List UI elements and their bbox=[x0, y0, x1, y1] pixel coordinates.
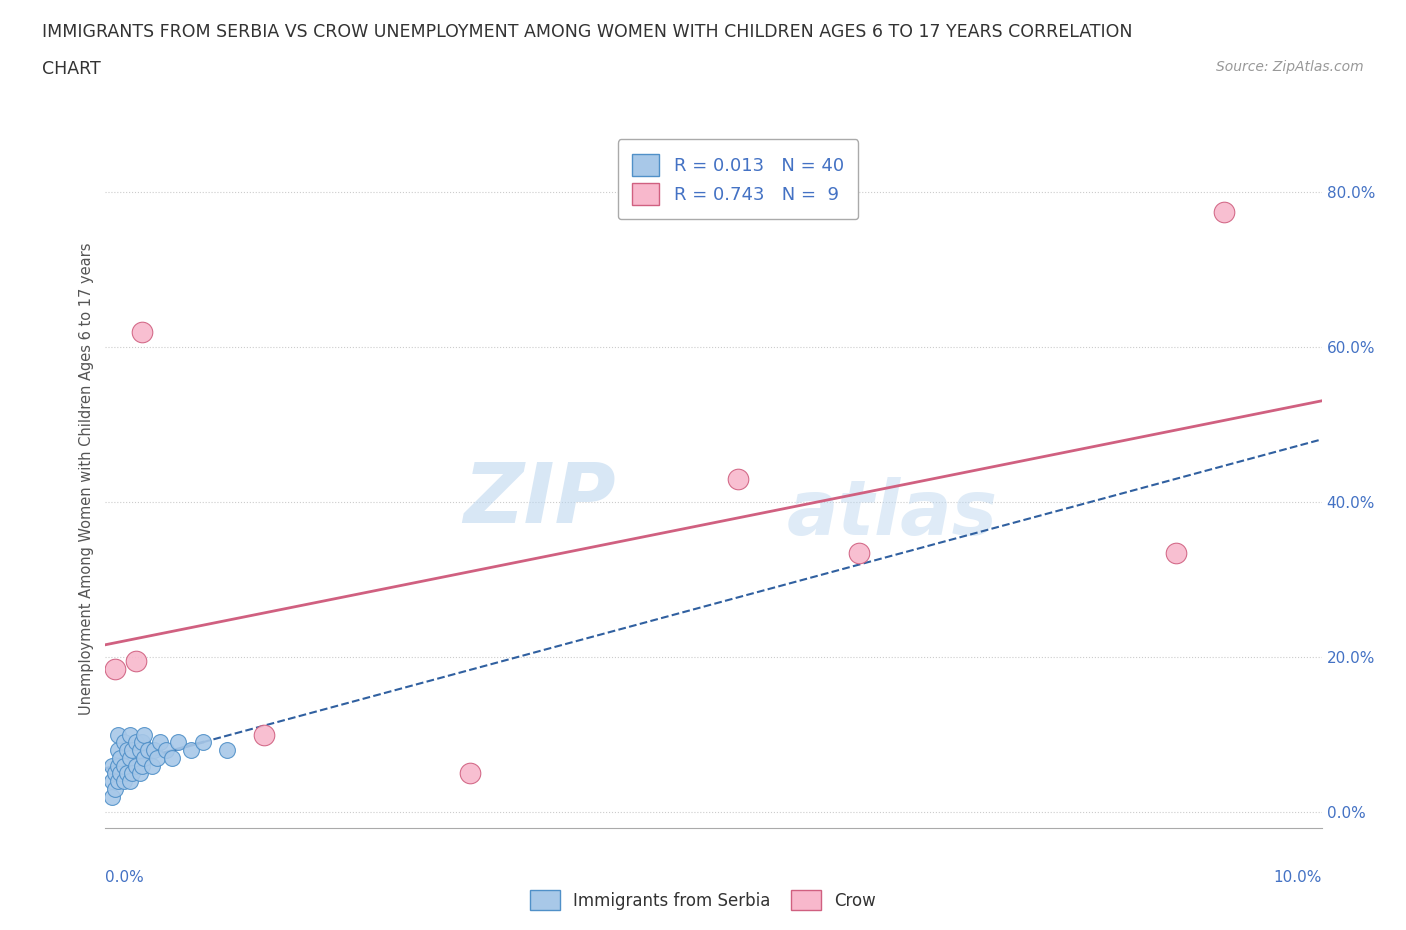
Point bbox=[104, 766, 127, 781]
Legend: R = 0.013   N = 40, R = 0.743   N =  9: R = 0.013 N = 40, R = 0.743 N = 9 bbox=[617, 140, 858, 219]
Point bbox=[143, 743, 166, 758]
Point bbox=[108, 751, 131, 765]
Point bbox=[149, 735, 172, 750]
Point bbox=[131, 758, 153, 773]
Text: ZIP: ZIP bbox=[464, 459, 616, 540]
Point bbox=[112, 758, 135, 773]
Point bbox=[118, 774, 141, 789]
Point bbox=[100, 790, 122, 804]
Point bbox=[104, 781, 127, 796]
Text: 10.0%: 10.0% bbox=[1274, 870, 1322, 884]
Text: atlas: atlas bbox=[786, 477, 998, 551]
Point bbox=[125, 758, 148, 773]
Legend: Immigrants from Serbia, Crow: Immigrants from Serbia, Crow bbox=[523, 884, 883, 917]
Point bbox=[155, 743, 177, 758]
Point bbox=[136, 743, 159, 758]
Point bbox=[131, 735, 153, 750]
Point bbox=[191, 735, 214, 750]
Point bbox=[112, 774, 135, 789]
Text: IMMIGRANTS FROM SERBIA VS CROW UNEMPLOYMENT AMONG WOMEN WITH CHILDREN AGES 6 TO : IMMIGRANTS FROM SERBIA VS CROW UNEMPLOYM… bbox=[42, 23, 1133, 41]
Y-axis label: Unemployment Among Women with Children Ages 6 to 17 years: Unemployment Among Women with Children A… bbox=[79, 243, 94, 715]
Point bbox=[108, 766, 131, 781]
Point bbox=[100, 758, 122, 773]
Point bbox=[112, 735, 135, 750]
Point bbox=[727, 472, 749, 486]
Point bbox=[134, 727, 156, 742]
Point bbox=[107, 727, 129, 742]
Point bbox=[180, 743, 202, 758]
Point bbox=[128, 743, 150, 758]
Point bbox=[117, 743, 139, 758]
Point bbox=[131, 325, 153, 339]
Point bbox=[167, 735, 190, 750]
Point bbox=[848, 545, 870, 560]
Point bbox=[117, 766, 139, 781]
Point bbox=[104, 661, 127, 676]
Point bbox=[252, 727, 274, 742]
Point bbox=[118, 727, 141, 742]
Point bbox=[217, 743, 239, 758]
Point bbox=[100, 774, 122, 789]
Point bbox=[118, 751, 141, 765]
Point bbox=[107, 743, 129, 758]
Text: 0.0%: 0.0% bbox=[105, 870, 145, 884]
Point bbox=[125, 735, 148, 750]
Point bbox=[145, 751, 167, 765]
Text: CHART: CHART bbox=[42, 60, 101, 78]
Point bbox=[107, 758, 129, 773]
Point bbox=[121, 743, 143, 758]
Point bbox=[128, 766, 150, 781]
Point bbox=[162, 751, 184, 765]
Point bbox=[134, 751, 156, 765]
Point bbox=[1213, 205, 1236, 219]
Point bbox=[125, 654, 148, 669]
Point bbox=[141, 758, 163, 773]
Text: Source: ZipAtlas.com: Source: ZipAtlas.com bbox=[1216, 60, 1364, 74]
Point bbox=[458, 766, 481, 781]
Point bbox=[107, 774, 129, 789]
Point bbox=[121, 766, 143, 781]
Point bbox=[1164, 545, 1187, 560]
